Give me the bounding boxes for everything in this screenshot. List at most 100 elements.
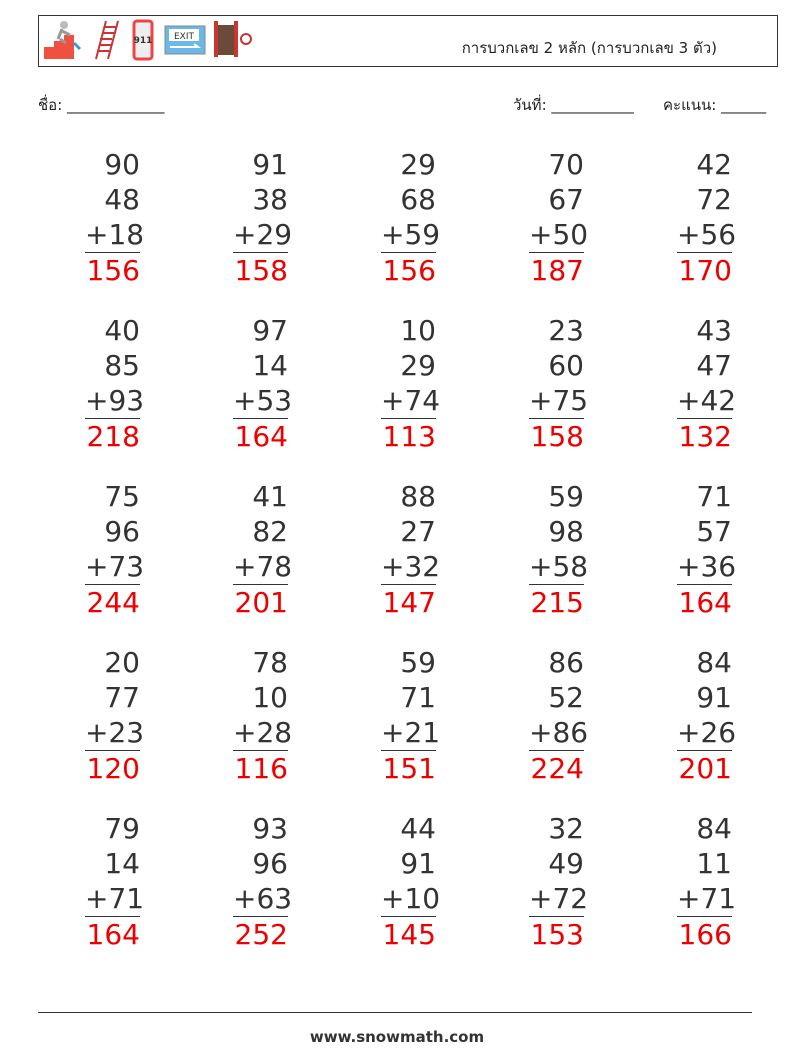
addend-1: 84 <box>696 646 732 679</box>
answer: 218 <box>86 420 140 453</box>
addition-problem: 93 96 +63 252 <box>178 811 293 952</box>
footer-url: www.snowmath.com <box>309 1028 485 1046</box>
addend-3: +58 <box>529 550 589 585</box>
addend-3: +59 <box>381 218 441 253</box>
addend-2: 68 <box>400 183 436 216</box>
addend-3: +32 <box>381 550 441 585</box>
addend-1: 70 <box>548 148 584 181</box>
addend-3: +42 <box>677 384 737 419</box>
addition-problem: 43 47 +42 132 <box>622 313 737 454</box>
addend-2: 91 <box>696 681 732 714</box>
addition-problem: 79 14 +71 164 <box>30 811 144 952</box>
exit-sign-icon: EXIT <box>164 25 206 55</box>
addition-problem: 44 91 +10 145 <box>326 811 440 952</box>
name-field: ชื่อ: _____________ <box>38 96 165 114</box>
addition-problem: 23 60 +75 158 <box>474 313 589 454</box>
addend-2: 91 <box>400 847 436 880</box>
answer: 201 <box>678 752 732 785</box>
addend-1: 41 <box>252 480 288 513</box>
addend-1: 79 <box>104 812 140 845</box>
addend-3: +50 <box>529 218 589 253</box>
answer: 164 <box>234 420 288 453</box>
icon-strip: 911 EXIT <box>42 19 256 61</box>
addition-problem: 86 52 +86 224 <box>474 645 589 786</box>
addition-problem: 10 29 +74 113 <box>326 313 441 454</box>
addition-problem: 40 85 +93 218 <box>30 313 145 454</box>
answer: 120 <box>86 752 140 785</box>
addition-problem: 84 91 +26 201 <box>622 645 736 786</box>
addend-1: 44 <box>400 812 436 845</box>
addend-2: 52 <box>548 681 584 714</box>
addend-2: 67 <box>548 183 584 216</box>
addend-3: +93 <box>85 384 145 419</box>
answer: 132 <box>678 420 732 453</box>
addend-1: 86 <box>548 646 584 679</box>
addend-3: +23 <box>85 716 145 751</box>
addend-1: 40 <box>104 314 140 347</box>
addition-problem: 29 68 +59 156 <box>326 147 441 288</box>
addend-1: 78 <box>252 646 288 679</box>
addition-problem: 42 72 +56 170 <box>622 147 737 288</box>
addend-2: 85 <box>104 349 140 382</box>
addend-3: +74 <box>381 384 441 419</box>
addend-3: +56 <box>677 218 737 253</box>
answer: 187 <box>530 254 584 287</box>
addend-1: 59 <box>400 646 436 679</box>
addend-2: 60 <box>548 349 584 382</box>
addend-3: +18 <box>85 218 145 253</box>
answer: 156 <box>382 254 436 287</box>
date-field: วันที่: ___________ <box>513 96 634 114</box>
addition-problem: 41 82 +78 201 <box>178 479 293 620</box>
addend-2: 77 <box>104 681 140 714</box>
answer: 153 <box>530 918 584 951</box>
addend-3: +63 <box>233 882 293 917</box>
addend-1: 97 <box>252 314 288 347</box>
addend-3: +72 <box>529 882 589 917</box>
addend-1: 23 <box>548 314 584 347</box>
addition-problem: 59 98 +58 215 <box>474 479 589 620</box>
answer: 145 <box>382 918 436 951</box>
answer: 158 <box>234 254 288 287</box>
addend-2: 27 <box>400 515 436 548</box>
addend-2: 57 <box>696 515 732 548</box>
addend-2: 82 <box>252 515 288 548</box>
score-field: คะแนน: ______ <box>663 96 767 114</box>
answer: 166 <box>678 918 732 951</box>
addend-3: +75 <box>529 384 589 419</box>
addend-1: 90 <box>104 148 140 181</box>
addend-3: +53 <box>233 384 293 419</box>
addend-1: 43 <box>696 314 732 347</box>
answer: 156 <box>86 254 140 287</box>
answer: 215 <box>530 586 584 619</box>
addition-problem: 78 10 +28 116 <box>178 645 292 786</box>
addend-1: 59 <box>548 480 584 513</box>
addend-2: 10 <box>252 681 288 714</box>
addend-2: 29 <box>400 349 436 382</box>
addend-1: 32 <box>548 812 584 845</box>
ladder-icon <box>95 20 119 60</box>
addition-problem: 32 49 +72 153 <box>474 811 589 952</box>
addition-problem: 20 77 +23 120 <box>30 645 145 786</box>
addend-3: +78 <box>233 550 293 585</box>
addend-1: 71 <box>696 480 732 513</box>
addition-problem: 91 38 +29 158 <box>178 147 293 288</box>
answer: 147 <box>382 586 436 619</box>
addend-2: 47 <box>696 349 732 382</box>
addend-1: 20 <box>104 646 140 679</box>
addend-2: 14 <box>252 349 288 382</box>
answer: 116 <box>234 752 288 785</box>
addition-problem: 88 27 +32 147 <box>326 479 441 620</box>
addend-1: 42 <box>696 148 732 181</box>
answer: 170 <box>678 254 732 287</box>
addend-2: 49 <box>548 847 584 880</box>
addend-1: 75 <box>104 480 140 513</box>
addition-problem: 90 48 +18 156 <box>30 147 145 288</box>
addend-3: +29 <box>233 218 293 253</box>
answer: 113 <box>382 420 436 453</box>
addend-3: +86 <box>529 716 589 751</box>
addend-1: 91 <box>252 148 288 181</box>
addend-2: 96 <box>252 847 288 880</box>
answer: 224 <box>530 752 584 785</box>
answer: 164 <box>678 586 732 619</box>
